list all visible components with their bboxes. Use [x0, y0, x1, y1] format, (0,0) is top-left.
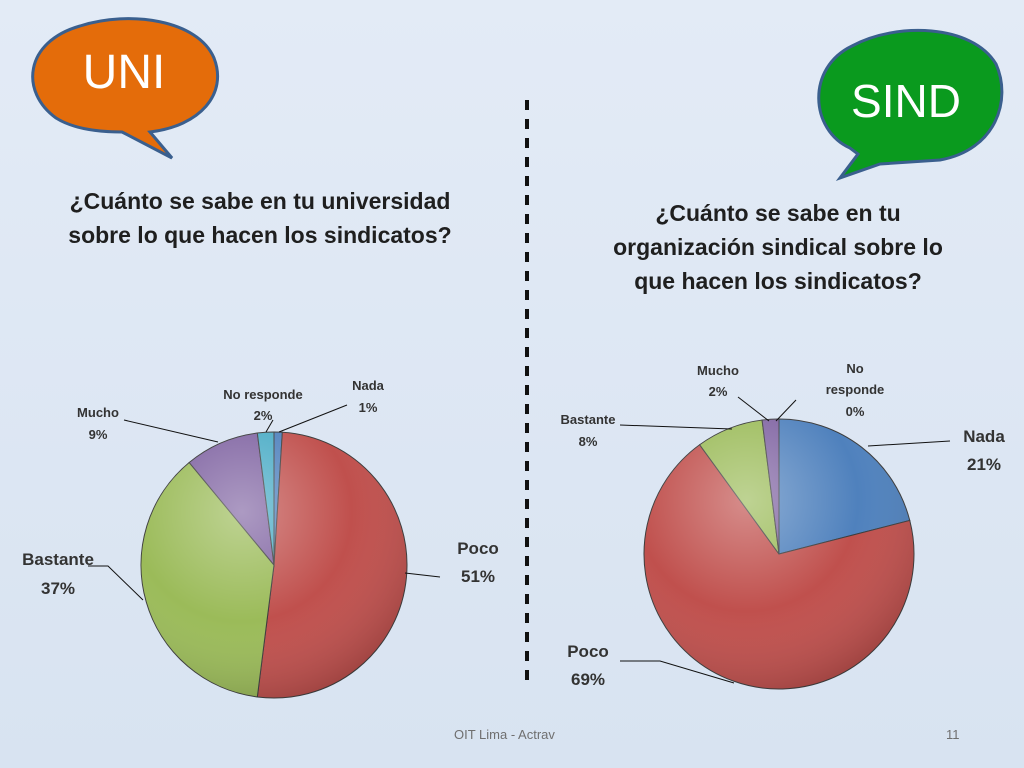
label-name-noresponde-uni: No responde [223, 387, 302, 402]
label-value-poco-uni: 51% [461, 567, 495, 586]
question-uni-line1: ¿Cuánto se sabe en tu universidad [69, 188, 451, 214]
question-sind-line3: que hacen los sindicatos? [634, 268, 922, 294]
leader-poco-uni [404, 572, 441, 578]
uni-bubble: UNI [31, 17, 220, 160]
footer-source: OIT Lima - Actrav [454, 727, 555, 742]
label-name-poco-uni: Poco [457, 539, 499, 558]
pie-chart-uni [140, 431, 408, 699]
label-value-noresponde-uni: 2% [254, 408, 273, 423]
sind-bubble: SIND [817, 28, 1004, 182]
question-uni-line2: sobre lo que hacen los sindicatos? [68, 222, 452, 248]
label-value-mucho-uni: 9% [89, 427, 108, 442]
leader-bastante-uni [88, 565, 144, 601]
question-sind-line1: ¿Cuánto se sabe en tu [655, 200, 901, 226]
label-value-noresponde-sind: 0% [846, 404, 865, 419]
label-name-bastante-uni: Bastante [22, 550, 94, 569]
label-value-nada-uni: 1% [359, 400, 378, 415]
label-name-mucho-uni: Mucho [77, 405, 119, 420]
uni-bubble-label: UNI [83, 46, 166, 99]
slice-poco-uni [256, 431, 408, 699]
label-value-bastante-uni: 37% [41, 579, 75, 598]
question-uni: ¿Cuánto se sabe en tu universidad sobre … [45, 184, 475, 252]
leader-bastante-sind [619, 424, 733, 430]
label-value-bastante-sind: 8% [579, 434, 598, 449]
label-name-mucho-sind: Mucho [697, 363, 739, 378]
leader-lines [88, 396, 951, 684]
pie-chart-sind [643, 418, 915, 690]
leader-mucho-uni [123, 419, 219, 443]
leader-nada-uni [278, 404, 348, 433]
label-name-poco-sind: Poco [567, 642, 609, 661]
question-sind-line2: organización sindical sobre lo [613, 234, 943, 260]
label-value-mucho-sind: 2% [709, 384, 728, 399]
label-value-nada-sind: 21% [967, 455, 1001, 474]
label-name-nada-uni: Nada [352, 378, 385, 393]
label-name-bastante-sind: Bastante [561, 412, 616, 427]
leader-poco-sind [620, 660, 735, 684]
leader-noresponde-sind [775, 399, 797, 422]
label-name-noresponde-sind-line2: responde [826, 382, 885, 397]
sind-bubble-label: SIND [851, 75, 961, 127]
label-value-poco-sind: 69% [571, 670, 605, 689]
leader-nada-sind [867, 440, 951, 447]
leader-noresponde-uni [265, 419, 274, 433]
question-sind: ¿Cuánto se sabe en tu organización sindi… [583, 196, 973, 298]
label-name-noresponde-sind-line1: No [846, 361, 863, 376]
label-name-nada-sind: Nada [963, 427, 1005, 446]
footer-page-number: 11 [946, 727, 960, 742]
leader-mucho-sind [737, 396, 770, 422]
